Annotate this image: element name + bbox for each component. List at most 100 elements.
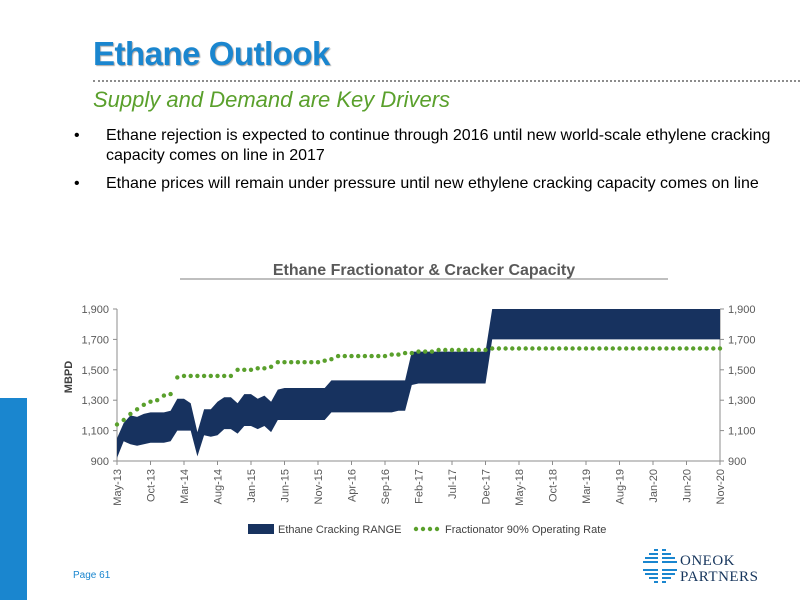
fractionator-rate-point [469, 347, 475, 353]
fractionator-rate-point [128, 411, 133, 417]
fractionator-rate-point [148, 399, 153, 404]
fractionator-rate-point [134, 407, 140, 412]
x-tick-label: May-13 [112, 469, 124, 506]
x-tick-label: Dec-17 [481, 469, 493, 504]
y-tick-label-left: 900 [91, 456, 109, 468]
x-tick-label: Mar-14 [179, 469, 191, 504]
fractionator-rate-point [329, 357, 334, 362]
x-tick-label: Jul-17 [447, 469, 459, 499]
fractionator-rate-point [382, 353, 388, 359]
x-tick-label: Oct-13 [146, 469, 158, 502]
y-tick-label-left: 1,300 [81, 395, 109, 407]
oneok-logo-icon [640, 547, 680, 587]
fractionator-rate-point [208, 373, 213, 379]
fractionator-rate-point [222, 373, 227, 379]
fractionator-rate-point [215, 373, 220, 379]
fractionator-rate-point [697, 346, 703, 351]
y-tick-label-right: 1,700 [728, 334, 756, 346]
bullet-item: • Ethane prices will remain under pressu… [70, 174, 785, 194]
fractionator-rate-point [530, 346, 535, 351]
fractionator-rate-point [610, 346, 615, 351]
fractionator-rate-point [181, 373, 187, 379]
fractionator-rate-point [603, 346, 609, 351]
fractionator-rate-point [429, 349, 435, 354]
y-tick-label-left: 1,500 [81, 365, 109, 377]
fractionator-rate-point [717, 346, 723, 351]
x-tick-label: Aug-14 [213, 469, 225, 504]
fractionator-rate-point [168, 391, 173, 397]
legend-swatch-dot [427, 526, 433, 532]
fractionator-rate-point [670, 346, 676, 351]
fractionator-rate-point [188, 373, 193, 379]
title-divider [93, 80, 800, 82]
fractionator-rate-point [161, 393, 167, 398]
fractionator-rate-point [416, 349, 421, 354]
fractionator-rate-point [523, 346, 528, 351]
fractionator-rate-point [550, 346, 555, 351]
x-tick-label: Nov-20 [715, 469, 727, 504]
x-tick-label: Jan-15 [246, 469, 258, 503]
fractionator-rate-point [543, 346, 548, 351]
x-tick-label: Oct-18 [548, 469, 560, 502]
fractionator-rate-point [309, 360, 314, 365]
fractionator-rate-point [483, 347, 488, 353]
y-tick-label-right: 1,500 [728, 365, 756, 377]
bullet-marker: • [74, 175, 80, 192]
fractionator-rate-point [443, 347, 448, 353]
x-tick-label: Feb-17 [414, 469, 426, 504]
x-tick-label: Nov-15 [313, 469, 325, 504]
fractionator-rate-point [677, 346, 682, 351]
fractionator-rate-point [456, 347, 461, 353]
y-tick-label-right: 1,100 [728, 426, 756, 438]
fractionator-rate-point [228, 373, 234, 379]
legend-label-range: Ethane Cracking RANGE [278, 524, 402, 536]
fractionator-rate-point [684, 346, 689, 351]
fractionator-rate-point [282, 360, 287, 365]
slide-title: Ethane Outlook [93, 35, 330, 72]
ethane-cracking-range-area [117, 309, 720, 458]
fractionator-rate-point [490, 346, 495, 351]
fractionator-rate-point [322, 358, 327, 363]
fractionator-rate-point [255, 366, 260, 371]
logo-wordmark: ONEOK PARTNERS [680, 553, 758, 585]
y-axis-label: MBPD [63, 361, 75, 393]
x-tick-label: Apr-16 [347, 469, 359, 502]
fractionator-rate-point [664, 346, 669, 351]
fractionator-rate-point [516, 346, 522, 351]
fractionator-rate-point [114, 422, 120, 427]
fractionator-rate-point [597, 346, 602, 351]
fractionator-rate-point [423, 349, 428, 354]
fractionator-rate-point [335, 353, 341, 359]
fractionator-rate-point [409, 350, 414, 356]
fractionator-rate-point [583, 346, 589, 351]
fractionator-rate-point [577, 346, 582, 351]
legend-swatch-dot [420, 526, 426, 532]
y-tick-label-right: 900 [728, 456, 746, 468]
legend-swatch-dot [413, 526, 419, 532]
fractionator-rate-point [201, 373, 207, 379]
legend-swatch-range [248, 524, 274, 534]
fractionator-rate-point [376, 353, 381, 359]
fractionator-rate-point [289, 360, 294, 365]
fractionator-rate-point [476, 347, 481, 353]
y-tick-label-right: 1,300 [728, 395, 756, 407]
x-tick-label: Jun-20 [682, 469, 694, 503]
fractionator-rate-point [570, 346, 575, 351]
x-tick-label: Jun-15 [280, 469, 292, 503]
bullet-list: • Ethane rejection is expected to contin… [70, 126, 785, 202]
x-tick-label: Jan-20 [648, 469, 660, 503]
left-accent-bar [0, 398, 27, 600]
fractionator-rate-point [155, 398, 160, 403]
fractionator-rate-point [691, 346, 696, 351]
fractionator-rate-point [557, 346, 562, 351]
y-tick-label-left: 1,900 [81, 304, 109, 316]
fractionator-rate-point [396, 352, 401, 357]
page-number: Page 61 [73, 570, 111, 581]
fractionator-rate-point [262, 366, 267, 371]
fractionator-rate-point [121, 417, 126, 423]
fractionator-rate-point [449, 347, 455, 353]
fractionator-rate-point [496, 346, 502, 351]
fractionator-rate-point [704, 346, 709, 351]
y-tick-label-left: 1,700 [81, 334, 109, 346]
legend-label-rate: Fractionator 90% Operating Rate [445, 524, 606, 536]
